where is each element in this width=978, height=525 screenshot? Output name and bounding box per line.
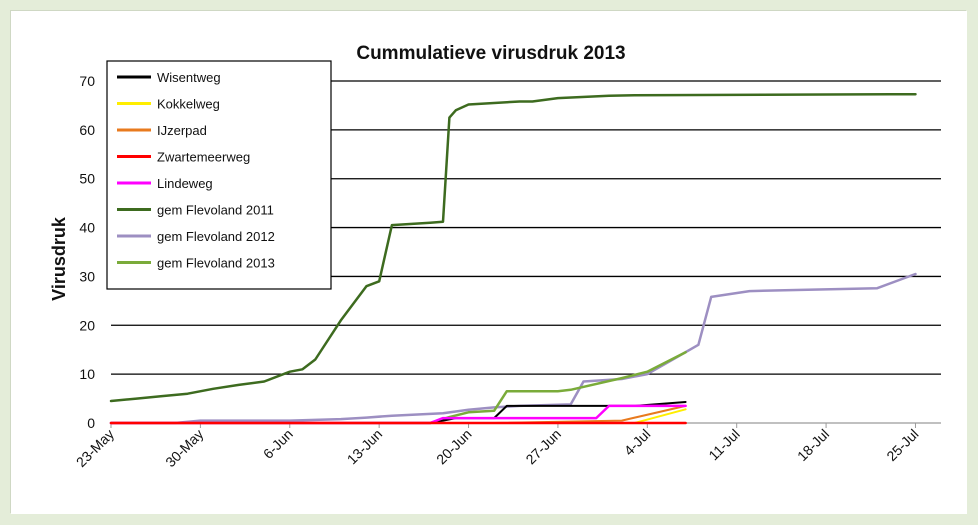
legend-entry: Kokkelweg	[157, 97, 220, 112]
chart-frame: 0 10 20 30 40 50 60 70 23-May 30-May 6-Jun 13-Jun 2…	[10, 10, 967, 514]
legend-entry: IJzerpad	[157, 123, 207, 138]
legend: Wisentweg Kokkelweg IJzerpad Zwartemeerweg L…	[106, 60, 332, 290]
chart-title: Cummulatieve virusdruk 2013	[356, 43, 625, 64]
y-tick-label: 0	[87, 415, 95, 431]
legend-entry: Lindeweg	[157, 176, 213, 191]
y-tick-label: 50	[79, 171, 95, 187]
legend-entry: Wisentweg	[157, 70, 221, 85]
series-lines	[109, 92, 917, 425]
legend-entry: Zwartemeerweg	[157, 150, 250, 165]
legend-entry: gem Flevoland 2013	[157, 256, 275, 271]
legend-entry: gem Flevoland 2012	[157, 229, 275, 244]
y-tick-label: 20	[79, 317, 95, 333]
y-tick-label: 40	[79, 220, 95, 236]
legend-entry: gem Flevoland 2011	[157, 203, 274, 218]
y-tick-label: 70	[79, 73, 95, 89]
legend-box	[106, 60, 332, 290]
y-tick-label: 10	[79, 366, 95, 382]
y-axis-label: Virusdruk	[49, 216, 69, 301]
y-axis-ticks: 0 10 20 30 40 50 60 70	[79, 73, 95, 431]
y-tick-label: 60	[79, 122, 95, 138]
series-line-gem-flevoland-2011	[109, 92, 917, 403]
y-tick-label: 30	[79, 268, 95, 284]
